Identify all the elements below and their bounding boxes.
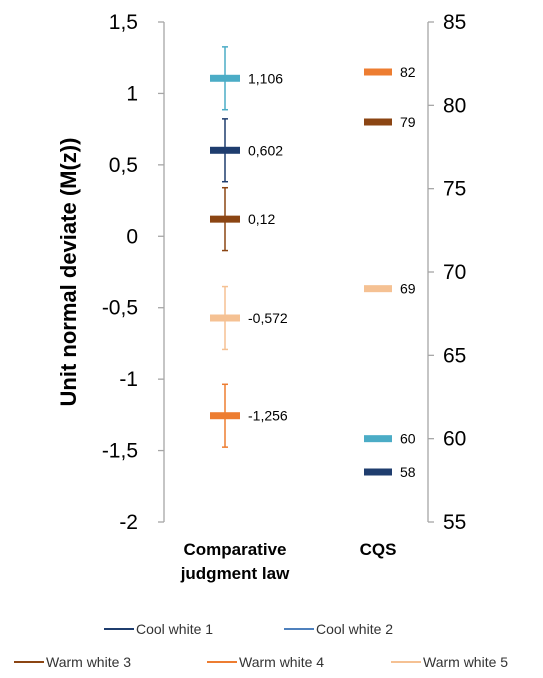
right-tick-label: 65 (443, 344, 466, 367)
cjl-marker (210, 314, 240, 322)
legend-entry: Warm white 3 (46, 654, 131, 670)
cjl-marker (210, 215, 240, 223)
cqs-data-label: 82 (400, 64, 416, 80)
cqs-data-label: 60 (400, 431, 416, 447)
cqs-marker (364, 435, 392, 443)
left-tick-label: 0 (126, 225, 138, 248)
left-tick-label: 1,5 (109, 11, 138, 34)
right-tick-label: 75 (443, 178, 466, 201)
right-tick-label: 85 (443, 11, 466, 34)
category-label: Comparative judgment law (180, 540, 290, 583)
cjl-marker (210, 74, 240, 82)
legend-entry: Warm white 4 (239, 654, 324, 670)
cjl-data-label: 1,106 (248, 70, 283, 86)
left-tick-label: -0,5 (102, 297, 138, 320)
legend-entry: Cool white 2 (316, 621, 393, 637)
cjl-data-label: 0,602 (248, 142, 283, 158)
cjl-data-label: -0,572 (248, 310, 288, 326)
cjl-data-label: -1,256 (248, 408, 288, 424)
left-tick-label: 1 (126, 82, 138, 105)
cqs-marker (364, 468, 392, 476)
cjl-marker (210, 146, 240, 154)
left-tick-label: 0,5 (109, 154, 138, 177)
cqs-marker (364, 285, 392, 293)
left-tick-label: -2 (119, 511, 138, 534)
left-tick-label: -1,5 (102, 440, 138, 463)
left-tick-label: -1 (119, 368, 138, 391)
right-tick-label: 80 (443, 94, 466, 117)
right-tick-label: 55 (443, 511, 466, 534)
cqs-data-label: 58 (400, 464, 416, 480)
category-label: CQS (360, 540, 397, 559)
cjl-marker (210, 412, 240, 420)
cqs-data-label: 69 (400, 281, 416, 297)
y-axis-label: Unit normal deviate (M(z)) (56, 138, 81, 407)
legend-entry: Warm white 5 (423, 654, 508, 670)
right-tick-label: 60 (443, 428, 466, 451)
legend-entry: Cool white 1 (136, 621, 213, 637)
right-tick-label: 70 (443, 261, 466, 284)
cqs-data-label: 79 (400, 114, 416, 130)
cjl-data-label: 0,12 (248, 211, 275, 227)
cqs-marker (364, 118, 392, 126)
cqs-marker (364, 68, 392, 76)
